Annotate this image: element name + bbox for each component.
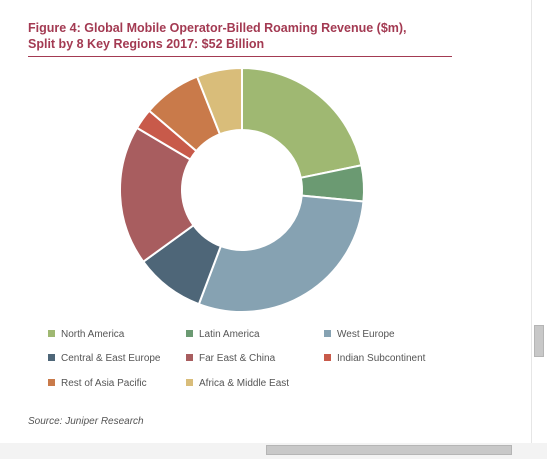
legend-item: Far East & China bbox=[186, 353, 275, 365]
legend-item: Latin America bbox=[186, 329, 260, 341]
legend-label: Central & East Europe bbox=[61, 353, 161, 364]
source-note: Source: Juniper Research bbox=[28, 416, 144, 427]
vertical-scrollbar[interactable] bbox=[534, 325, 544, 357]
legend-item: North America bbox=[48, 329, 124, 341]
legend-swatch bbox=[186, 330, 193, 337]
figure-title: Figure 4: Global Mobile Operator-Billed … bbox=[28, 20, 458, 52]
title-divider bbox=[28, 56, 452, 57]
legend-label: Indian Subcontinent bbox=[337, 353, 426, 364]
legend-item: Indian Subcontinent bbox=[324, 353, 425, 365]
horizontal-scrollbar[interactable] bbox=[266, 445, 512, 455]
legend-swatch bbox=[48, 379, 55, 386]
donut-slice-africa-middle-east bbox=[195, 66, 243, 136]
legend-item: West Europe bbox=[324, 329, 395, 341]
legend-swatch bbox=[48, 330, 55, 337]
legend-swatch bbox=[324, 354, 331, 361]
page-edge bbox=[531, 0, 547, 459]
legend-label: West Europe bbox=[337, 329, 395, 340]
legend-swatch bbox=[324, 330, 331, 337]
legend-item: Central & East Europe bbox=[48, 353, 161, 365]
donut-slice-north-america bbox=[241, 66, 363, 180]
report-page: Figure 4: Global Mobile Operator-Billed … bbox=[28, 20, 458, 427]
legend-swatch bbox=[186, 379, 193, 386]
legend-swatch bbox=[186, 354, 193, 361]
donut-slice-far-east-china bbox=[119, 126, 195, 264]
legend-label: Latin America bbox=[199, 329, 260, 340]
figure-title-line-1: Figure 4: Global Mobile Operator-Billed … bbox=[28, 21, 407, 35]
legend-item: Africa & Middle East bbox=[186, 378, 289, 390]
legend-label: Far East & China bbox=[199, 353, 276, 364]
legend-swatch bbox=[48, 354, 55, 361]
donut-slice-west-europe bbox=[197, 194, 365, 313]
donut-chart bbox=[119, 66, 365, 313]
legend-item: Rest of Asia Pacific bbox=[48, 378, 147, 390]
legend-label: Africa & Middle East bbox=[199, 378, 290, 389]
legend-label: North America bbox=[61, 329, 125, 340]
legend-label: Rest of Asia Pacific bbox=[61, 378, 147, 389]
figure-title-line-2: Split by 8 Key Regions 2017: $52 Billion bbox=[28, 37, 265, 51]
